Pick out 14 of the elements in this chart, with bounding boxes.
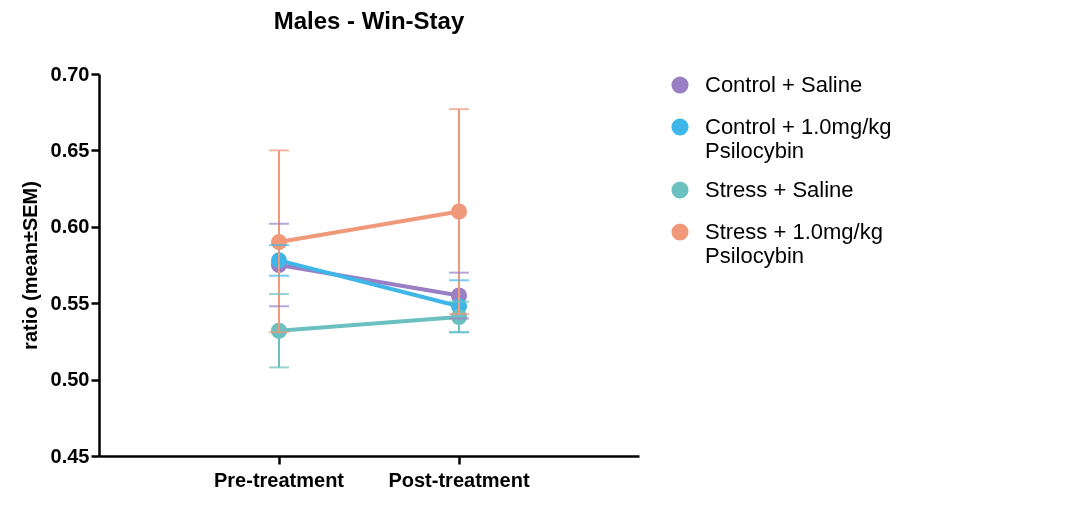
y-axis-title: ratio (mean±SEM) [18,181,41,350]
legend-label: Stress + Saline [705,177,854,202]
legend-label: Stress + 1.0mg/kg Psilocybin [705,219,883,268]
y-tick-label: 0.60 [50,215,90,238]
legend-label: Control + 1.0mg/kg Psilocybin [705,114,892,163]
y-tick-label: 0.65 [50,138,90,161]
x-tick-label: Post-treatment [388,468,530,491]
y-tick-label: 0.70 [50,62,90,85]
y-tick-label: 0.55 [50,291,90,314]
chart-title: Males - Win-Stay [273,7,465,34]
y-tick-label: 0.45 [50,444,90,467]
legend-label: Control + Saline [705,72,863,97]
x-tick-label: Pre-treatment [213,468,345,491]
y-tick-label: 0.50 [50,368,90,391]
